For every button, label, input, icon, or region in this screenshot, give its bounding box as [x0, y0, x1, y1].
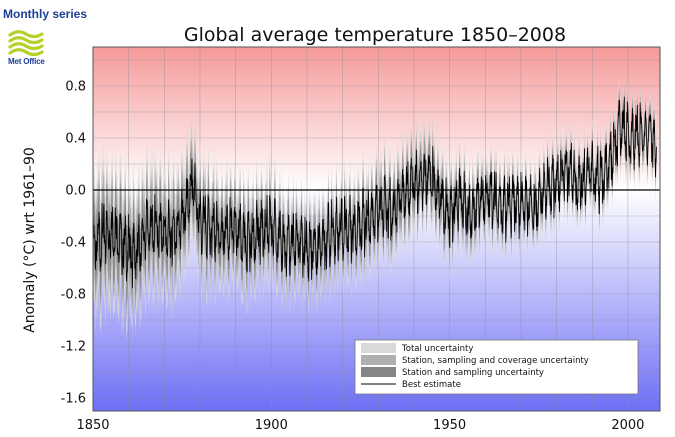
- legend-label: Station, sampling and coverage uncertain…: [402, 356, 589, 366]
- legend-label: Total uncertainty: [401, 344, 473, 354]
- y-tick-label: -1.2: [61, 340, 86, 355]
- met-office-logo-icon: [8, 30, 44, 57]
- legend: Total uncertainty Station, sampling and c…: [354, 339, 639, 395]
- legend-label: Station and sampling uncertainty: [402, 368, 544, 378]
- legend-swatch: [361, 367, 396, 377]
- y-tick-label: -0.8: [61, 288, 86, 303]
- legend-label: Best estimate: [402, 380, 461, 390]
- legend-box: [354, 339, 639, 395]
- legend-swatch: [361, 343, 396, 353]
- legend-swatch: [361, 355, 396, 365]
- y-tick-label: 0.4: [65, 132, 86, 147]
- y-tick-label: 0.0: [65, 184, 86, 199]
- x-tick-label: 1950: [433, 418, 466, 433]
- plot-area: [93, 73, 657, 348]
- y-tick-label: -1.6: [61, 392, 86, 407]
- x-tick-label: 1850: [76, 418, 109, 433]
- y-tick-label: -0.4: [61, 236, 86, 251]
- x-tick-label: 1900: [255, 418, 288, 433]
- y-tick-label: 0.8: [65, 80, 86, 95]
- best-estimate-line: [93, 96, 657, 289]
- chart-title: Global average temperature 1850–2008: [183, 24, 567, 46]
- logo-text: Met Office: [8, 57, 45, 66]
- series-type-label: Monthly series: [3, 7, 88, 21]
- plot-frame: [92, 46, 661, 412]
- band-sampling-uncertainty: [93, 86, 657, 318]
- x-tick-label: 2000: [611, 418, 644, 433]
